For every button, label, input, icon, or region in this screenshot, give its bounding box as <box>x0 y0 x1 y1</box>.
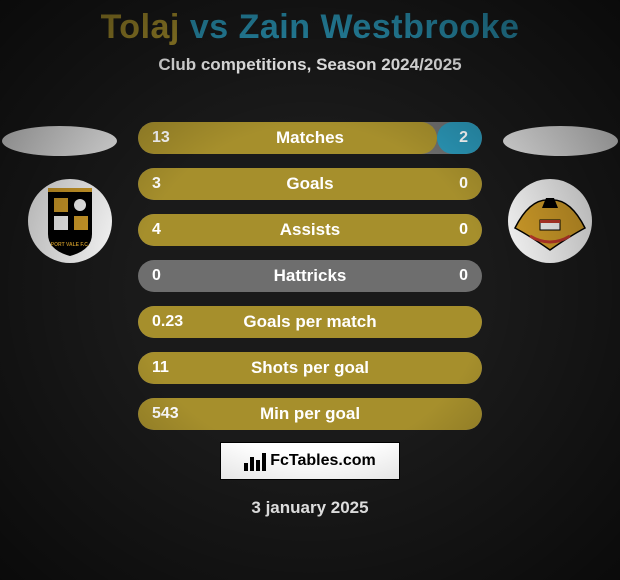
bar-track <box>138 352 482 384</box>
stat-row: Goals30 <box>138 168 482 200</box>
player1-silhouette <box>2 126 117 156</box>
logo-text: FcTables.com <box>270 452 376 470</box>
stat-row: Matches132 <box>138 122 482 154</box>
bar-fill-left <box>138 306 482 338</box>
bar-fill-left <box>138 122 437 154</box>
bar-fill-right <box>437 122 482 154</box>
date-label: 3 january 2025 <box>0 498 620 518</box>
stat-row: Hattricks00 <box>138 260 482 292</box>
bar-fill-left <box>138 398 482 430</box>
stat-row: Min per goal543 <box>138 398 482 430</box>
title-player2: Zain Westbrooke <box>239 8 520 46</box>
fctables-logo: FcTables.com <box>220 442 400 480</box>
bar-fill-left <box>138 352 482 384</box>
bar-fill-left <box>138 168 482 200</box>
title-vs: vs <box>180 8 239 46</box>
bar-track <box>138 214 482 246</box>
bar-track <box>138 306 482 338</box>
team2-crest <box>500 178 600 264</box>
title-player1: Tolaj <box>101 8 180 46</box>
bar-track <box>138 398 482 430</box>
bar-track <box>138 168 482 200</box>
page-title: Tolaj vs Zain Westbrooke <box>0 0 620 47</box>
stat-row: Shots per goal11 <box>138 352 482 384</box>
bar-fill-left <box>138 214 482 246</box>
bar-track <box>138 122 482 154</box>
stat-bars: Matches132 Goals30 Assists40 Hattricks00 Goa… <box>138 122 482 444</box>
team1-crest: PORT VALE F.C. <box>20 178 120 264</box>
stat-row: Goals per match0.23 <box>138 306 482 338</box>
bar-track <box>138 260 482 292</box>
svg-text:PORT VALE F.C.: PORT VALE F.C. <box>51 242 90 248</box>
chart-icon <box>244 451 266 471</box>
subtitle: Club competitions, Season 2024/2025 <box>0 55 620 75</box>
player2-silhouette <box>503 126 618 156</box>
stat-row: Assists40 <box>138 214 482 246</box>
